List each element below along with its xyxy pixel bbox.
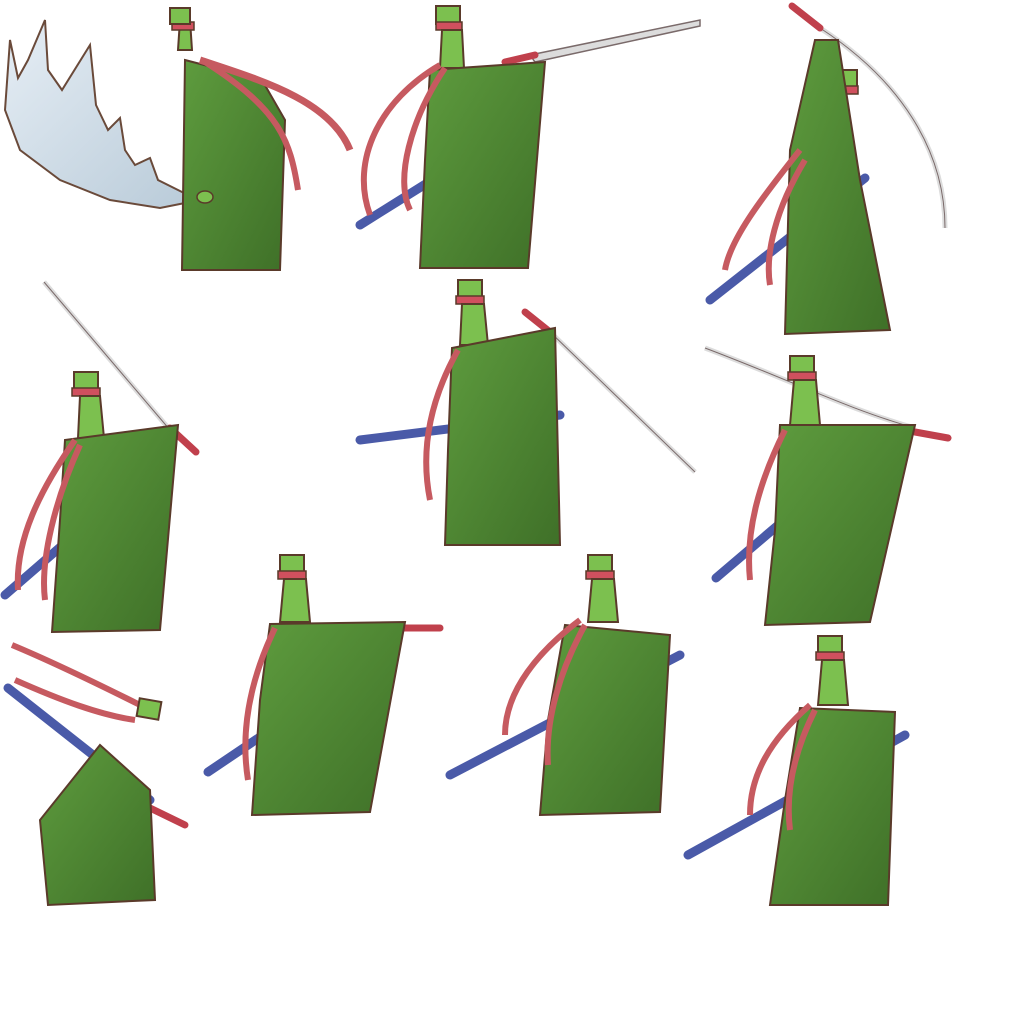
sprite-frame-downward-slash-right — [355, 279, 697, 546]
sprite-frame-point-forward — [203, 554, 444, 817]
sprite-frame-idle-hand-forward — [445, 554, 685, 817]
slash-wave-icon — [3, 19, 204, 210]
sprite-frame-idle-stand — [683, 635, 910, 906]
sprite-frame-raise-blade-left — [0, 280, 200, 634]
sprite-frame-thrust-right — [355, 5, 701, 269]
sprite-frame-crouch-hit — [3, 642, 189, 907]
sprite-frame-horizontal-guard — [704, 345, 952, 627]
sprite-frame-slash-effect — [3, 7, 354, 271]
sprite-frame-sword-raised-overhead — [705, 2, 948, 336]
